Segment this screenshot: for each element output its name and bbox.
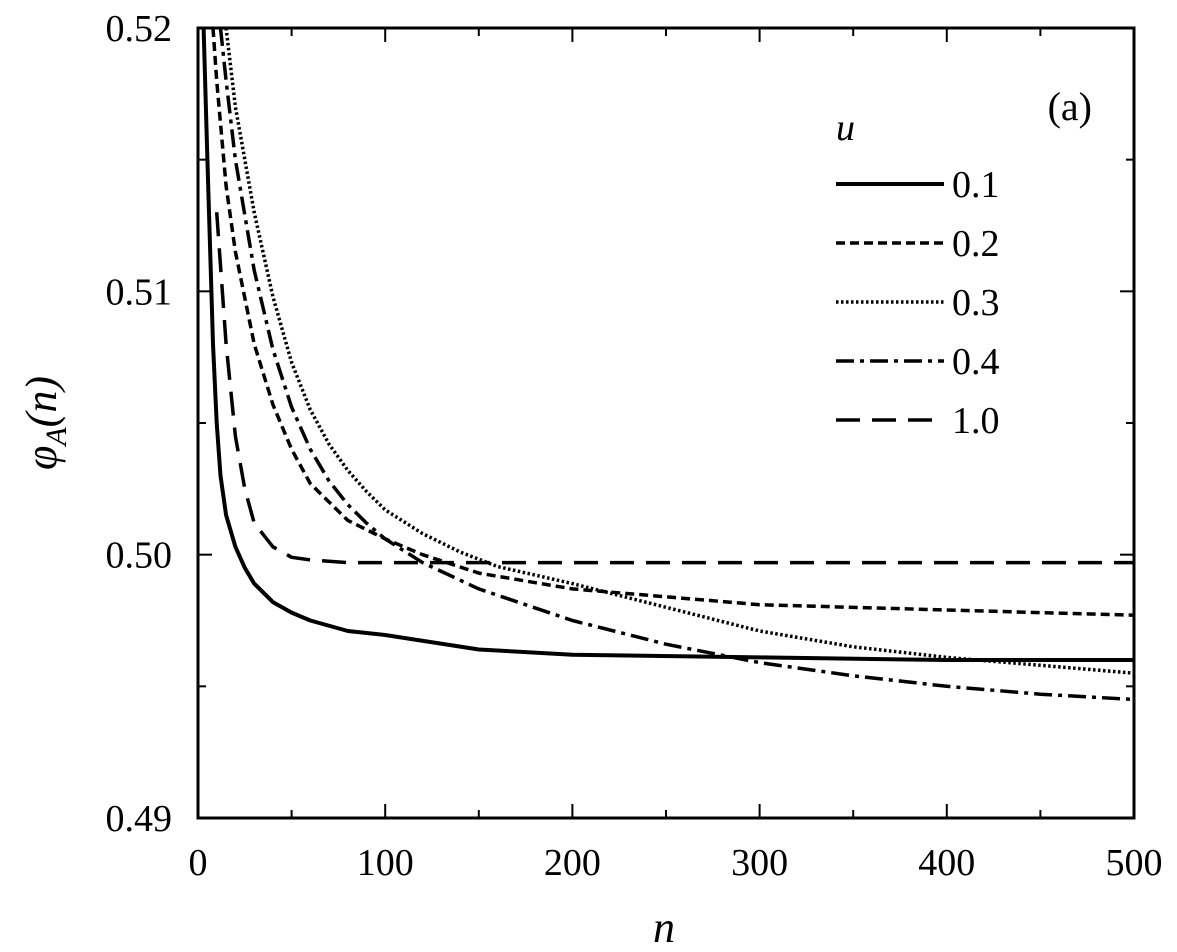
y-tick-label: 0.49 <box>106 798 173 840</box>
y-axis-title-tail: (n) <box>17 376 66 427</box>
y-axis-title-sub: A <box>40 427 73 448</box>
series-line-1 <box>201 28 1134 662</box>
series-layer <box>201 28 1134 702</box>
series-line-2 <box>211 28 1134 617</box>
legend-label-2: 0.2 <box>952 223 1000 265</box>
series-line-3 <box>224 28 1134 675</box>
y-tick-label: 0.52 <box>106 8 173 50</box>
legend: u 0.1 0.2 0.3 0.4 1.0 <box>836 107 1000 442</box>
x-tick-label: 200 <box>544 842 601 884</box>
y-axis-title: φA(n) <box>17 376 73 470</box>
tick-labels-layer: 0 100 200 300 400 500 0.49 0.50 0.51 0.52 <box>106 8 1163 884</box>
legend-label-5: 1.0 <box>952 400 1000 442</box>
legend-label-4: 0.4 <box>952 341 1000 383</box>
x-tick-label: 400 <box>918 842 975 884</box>
series-line-4 <box>218 28 1134 702</box>
legend-title: u <box>836 107 855 149</box>
y-axis-title-base: φ <box>17 446 66 470</box>
ticks-layer <box>197 27 1135 819</box>
legend-label-1: 0.1 <box>952 164 1000 206</box>
x-tick-label: 100 <box>357 842 414 884</box>
series-line-5 <box>214 212 1134 565</box>
y-tick-label: 0.50 <box>106 535 173 577</box>
y-tick-label: 0.51 <box>106 271 173 313</box>
legend-label-3: 0.3 <box>952 282 1000 324</box>
x-axis-title: n <box>653 903 675 952</box>
x-tick-label: 300 <box>731 842 788 884</box>
x-tick-label: 500 <box>1106 842 1163 884</box>
x-tick-label: 0 <box>189 842 208 884</box>
panel-label: (a) <box>1048 84 1092 129</box>
